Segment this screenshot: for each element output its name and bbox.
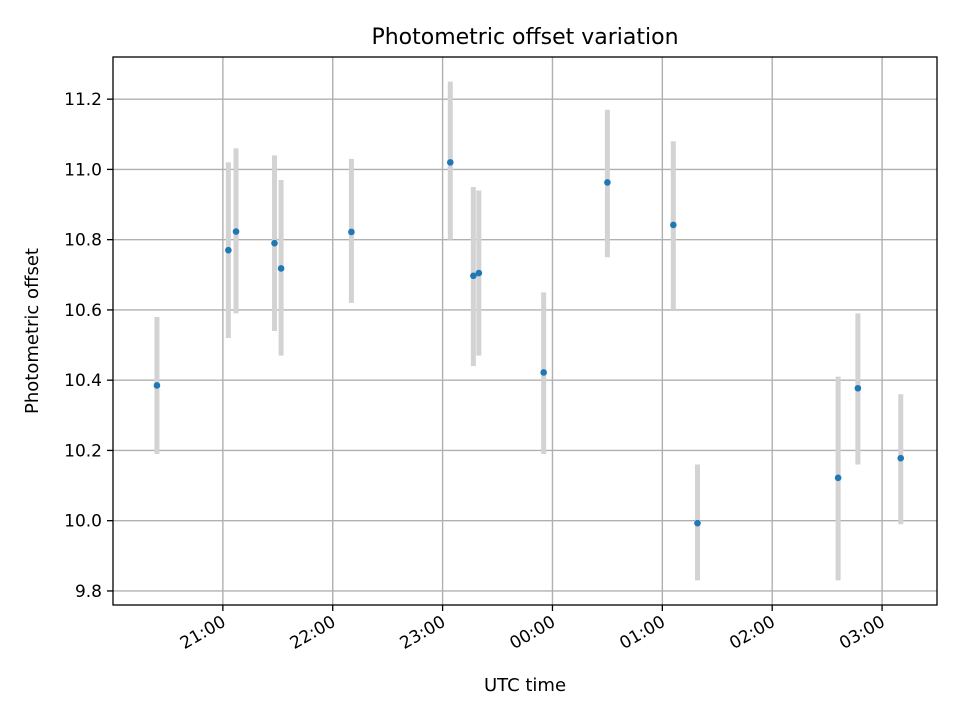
x-tick-label: 21:00	[177, 612, 229, 654]
data-point	[476, 270, 483, 277]
y-tick-label: 11.2	[64, 90, 102, 110]
x-tick-label: 02:00	[726, 612, 778, 654]
data-point	[670, 222, 677, 229]
data-point	[271, 240, 278, 247]
chart-title: Photometric offset variation	[371, 25, 678, 50]
errorbars	[157, 82, 901, 581]
x-axis-label: UTC time	[484, 675, 566, 696]
data-point	[540, 369, 547, 376]
x-tick-label: 03:00	[836, 612, 888, 654]
y-tick-label: 10.8	[64, 231, 102, 251]
data-point	[694, 520, 701, 527]
chart-svg: 21:00 22:00 23:00 00:00 01:00 02:00 03:00 9.8 1…	[0, 0, 960, 720]
x-axis-ticks: 21:00 22:00 23:00 00:00 01:00 02:00 03:00	[177, 605, 889, 654]
data-point	[225, 247, 232, 254]
y-axis-label: Photometric offset	[22, 248, 43, 414]
data-point	[278, 265, 285, 272]
plot-frame	[113, 57, 937, 605]
data-point	[835, 475, 842, 482]
x-tick-label: 01:00	[616, 612, 668, 654]
y-tick-label: 10.6	[64, 301, 102, 321]
grid	[113, 57, 937, 605]
y-tick-label: 11.0	[64, 160, 102, 180]
data-points	[154, 159, 904, 526]
y-tick-label: 9.8	[75, 582, 102, 602]
y-tick-label: 10.4	[64, 371, 102, 391]
data-point	[604, 179, 611, 186]
x-tick-label: 22:00	[287, 612, 339, 654]
y-tick-label: 10.2	[64, 441, 102, 461]
data-point	[855, 385, 862, 392]
data-point	[154, 382, 161, 389]
y-axis-ticks: 9.8 10.0 10.2 10.4 10.6 10.8 11.0 11.2	[64, 90, 113, 602]
data-point	[897, 455, 904, 462]
data-point	[233, 228, 240, 235]
y-tick-label: 10.0	[64, 512, 102, 532]
x-tick-label: 23:00	[397, 612, 449, 654]
data-point	[348, 229, 355, 236]
data-point	[447, 159, 454, 166]
x-tick-label: 00:00	[507, 612, 559, 654]
